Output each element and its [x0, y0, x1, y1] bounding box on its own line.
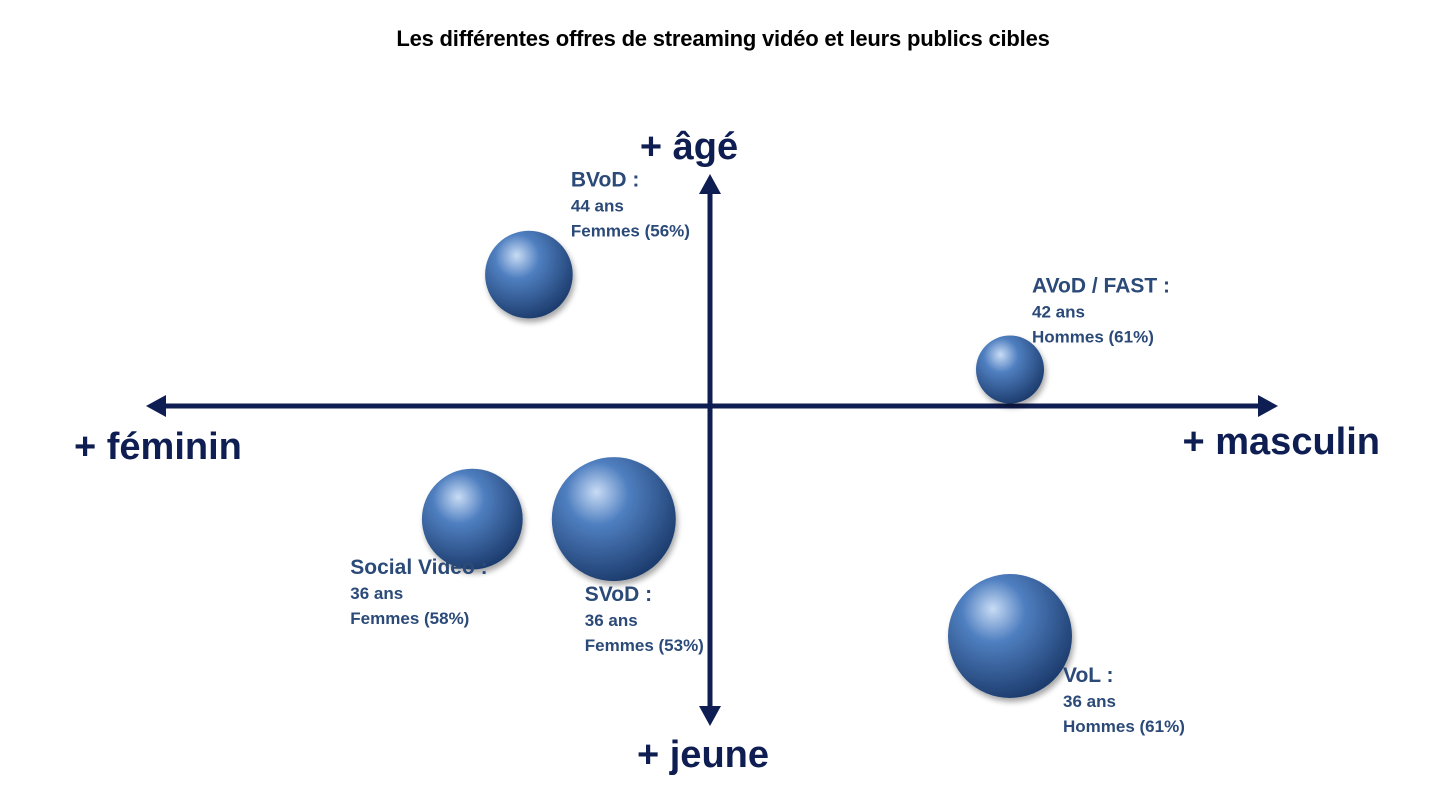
x-axis-arrow-right: [1258, 395, 1278, 417]
bubble-point: [948, 574, 1072, 698]
bubble-point: [976, 335, 1044, 404]
bubbles: [421, 230, 1072, 698]
bubble-label-gender: Femmes (53%): [585, 636, 704, 655]
bubble-point: [421, 468, 523, 570]
x-axis-positive-label: + masculin: [1183, 421, 1380, 463]
bubble-label-gender: Hommes (61%): [1032, 328, 1154, 347]
bubble-labels: BVoD : 44 ans Femmes (56%) AVoD / FAST : 42 …: [350, 169, 1185, 736]
bubble-label-name: BVoD :: [571, 169, 639, 192]
bubble-label-name: Social Video :: [350, 556, 487, 579]
bubble-label-gender: Femmes (56%): [571, 222, 690, 241]
bubble-point: [485, 230, 573, 319]
axes: [146, 174, 1278, 726]
bubble-label-age: 42 ans: [1032, 303, 1085, 322]
y-axis-negative-label: + jeune: [637, 734, 769, 776]
x-axis-arrow-left: [146, 395, 166, 417]
bubble-label-name: AVoD / FAST :: [1032, 275, 1170, 298]
bubble-point: [551, 457, 676, 582]
bubble-label-gender: Femmes (58%): [350, 609, 469, 628]
y-axis-arrow-up: [699, 174, 721, 194]
bubble-label-age: 36 ans: [350, 584, 403, 603]
x-axis-negative-label: + féminin: [74, 426, 242, 468]
y-axis-arrow-down: [699, 706, 721, 726]
bubble-label-age: 44 ans: [571, 197, 624, 216]
bubble-label-age: 36 ans: [585, 611, 638, 630]
chart-title: Les différentes offres de streaming vidé…: [396, 26, 1050, 51]
bubble-label-age: 36 ans: [1063, 692, 1116, 711]
bubble-label-gender: Hommes (61%): [1063, 717, 1185, 736]
bubble-label-name: SVoD :: [585, 583, 652, 606]
bubble-label-name: VoL :: [1063, 664, 1114, 687]
y-axis-positive-label: + âgé: [640, 126, 738, 168]
